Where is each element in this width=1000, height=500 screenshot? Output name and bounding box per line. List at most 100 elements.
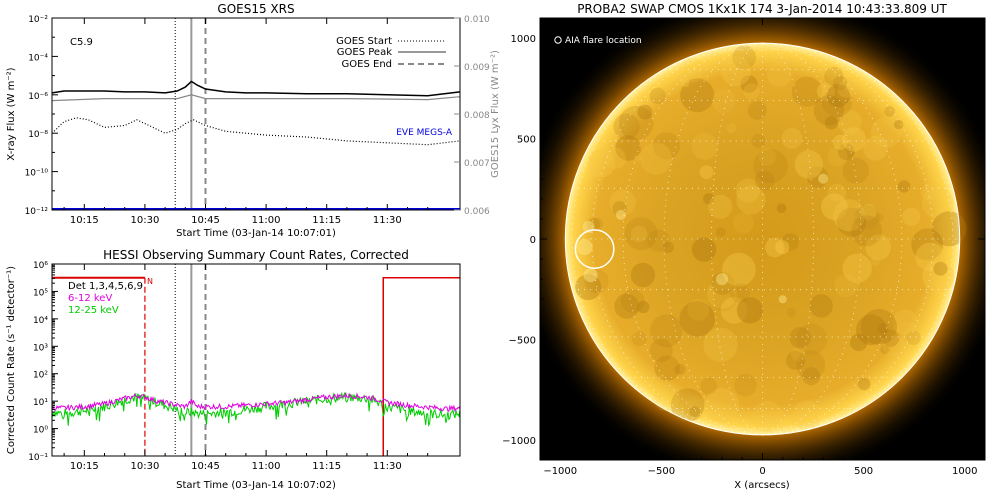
legend-goes-start-label: GOES Start: [336, 36, 392, 47]
sun-texture-blob: [922, 187, 954, 219]
sun-texture-blob: [670, 388, 705, 422]
sun-texture-blob: [740, 75, 758, 93]
goes-y-label-left: X-ray Flux (W m⁻²): [6, 67, 17, 160]
sun-texture-blob: [809, 294, 833, 318]
goes-y-tick-label: 10⁻¹⁰: [25, 169, 49, 179]
sun-texture-blob: [877, 322, 889, 335]
swap-x-tick-label: 0: [759, 466, 765, 477]
sun-texture-blob: [613, 113, 640, 140]
hessi-x-tick-label: 11:30: [373, 461, 402, 472]
sun-texture-blob: [743, 83, 760, 100]
sun-texture-blob: [620, 289, 645, 313]
sun-texture-blob: [863, 135, 888, 161]
sun-texture-blob: [753, 149, 788, 184]
sun-texture-blob: [683, 398, 706, 421]
sun-texture-blob: [654, 355, 680, 382]
swap-x-tick-label: −1000: [543, 466, 577, 477]
goes-right-tick-label: 0.009: [464, 63, 490, 73]
sun-texture-blob: [751, 134, 766, 148]
sun-texture-blob: [653, 384, 680, 412]
sun-texture-blob: [662, 241, 674, 253]
sun-texture-blob: [781, 128, 803, 149]
sun-texture-blob: [711, 89, 736, 114]
sun-texture-blob: [882, 334, 906, 358]
sun-active-region: [778, 295, 787, 304]
swap-y-tick-label: −1000: [502, 436, 536, 447]
goes-x-tick-label: 10:45: [191, 215, 220, 226]
sun-texture-blob: [931, 211, 967, 247]
hessi-y-tick-label: 10⁶: [33, 261, 48, 271]
sun-texture-blob: [767, 62, 792, 87]
hessi-y-tick-label: 10³: [33, 343, 48, 353]
hessi-series-6-12-kev: [52, 392, 460, 413]
goes-right-tick-label: 0.007: [464, 159, 490, 169]
sun-texture-blob: [637, 104, 653, 120]
sun-texture-blob: [790, 346, 806, 361]
sun-texture-blob: [834, 274, 858, 298]
sun-active-region: [583, 268, 598, 283]
sun-texture-blob: [915, 242, 945, 272]
sun-texture-blob: [699, 165, 714, 180]
swap-y-tick-label: 0: [530, 235, 536, 246]
sun-texture-blob: [720, 297, 748, 324]
sun-texture-blob: [590, 217, 604, 231]
goes-y-tick-label: 10⁻¹²: [25, 207, 49, 217]
sun-texture-blob: [794, 150, 823, 179]
hessi-panel: HESSI Observing Summary Count Rates, Cor…: [6, 248, 461, 491]
sun-texture-blob: [708, 194, 733, 219]
sun-texture-blob: [586, 217, 600, 232]
legend-6-12-label: 6-12 keV: [68, 293, 112, 304]
sun-texture-blob: [875, 213, 884, 222]
sun-texture-blob: [640, 142, 673, 175]
goes-plot-frame: [51, 17, 461, 211]
sun-texture-blob: [633, 153, 642, 162]
sun-texture-blob: [604, 147, 627, 169]
swap-legend: AIA flare location: [554, 36, 642, 46]
sun-texture-blob: [726, 123, 737, 134]
sun-disk: [565, 43, 960, 435]
hessi-x-tick-label: 10:30: [130, 461, 159, 472]
sun-texture-blob: [833, 199, 866, 232]
sun-texture-blob: [827, 183, 847, 202]
goes-right-tick-label: 0.008: [464, 111, 490, 121]
sun-texture-blob: [821, 193, 848, 220]
hessi-night-label: N: [147, 277, 153, 286]
hessi-x-axis: 10:15 10:30 10:45 11:00 11:15 11:30: [63, 264, 429, 472]
sun-texture-blob: [747, 101, 767, 120]
sun-texture-blob: [824, 66, 844, 87]
swap-title: PROBA2 SWAP CMOS 1Kx1K 174 3-Jan-2014 10…: [577, 2, 947, 16]
swap-sun-image: [540, 18, 985, 460]
goes-y-tick-label: 10⁻²: [28, 15, 48, 25]
sun-texture-blob: [860, 203, 877, 220]
goes-plot-content: [52, 18, 460, 210]
sun-texture-blob: [827, 146, 848, 167]
sun-texture-blob: [861, 308, 897, 345]
sun-texture-blob: [854, 204, 880, 230]
sun-texture-blob: [893, 119, 904, 130]
sun-texture-blob: [624, 217, 658, 251]
goes-x-label: Start Time (03-Jan-14 10:07:01): [176, 228, 336, 239]
sun-texture-blob: [631, 225, 648, 243]
sun-texture-blob: [680, 77, 690, 87]
goes-y-tick-label: 10⁻⁶: [28, 92, 48, 102]
hessi-y-axis: 10⁻¹ 10⁰ 10¹ 10² 10³ 10⁴ 10⁵ 10⁶: [28, 261, 58, 463]
goes-x-tick-label: 11:15: [312, 215, 341, 226]
sun-texture-blob: [890, 321, 921, 351]
sun-texture-blob: [792, 400, 822, 431]
sun-texture-blob: [575, 274, 602, 301]
swap-y-tick-label: 500: [517, 135, 536, 146]
sun-texture-blob: [865, 234, 892, 261]
sun-active-region: [615, 209, 626, 220]
goes-xrs-panel: GOES15 XRS 10:15 10:30 10:45 11:00 11:15 11:3…: [6, 2, 501, 239]
sun-texture-blob: [631, 331, 647, 347]
sun-texture-blob: [832, 134, 848, 150]
sun-texture-blob: [796, 350, 826, 380]
hessi-x-tick-label: 11:00: [252, 461, 281, 472]
sun-texture-blob: [821, 86, 853, 118]
sun-texture-blob: [816, 82, 835, 101]
sun-active-region: [715, 273, 729, 286]
sun-texture-blob: [806, 166, 829, 188]
sun-texture-blob: [754, 170, 775, 191]
swap-x-tick-label: −500: [648, 466, 675, 477]
goes-series-short: [52, 117, 460, 146]
